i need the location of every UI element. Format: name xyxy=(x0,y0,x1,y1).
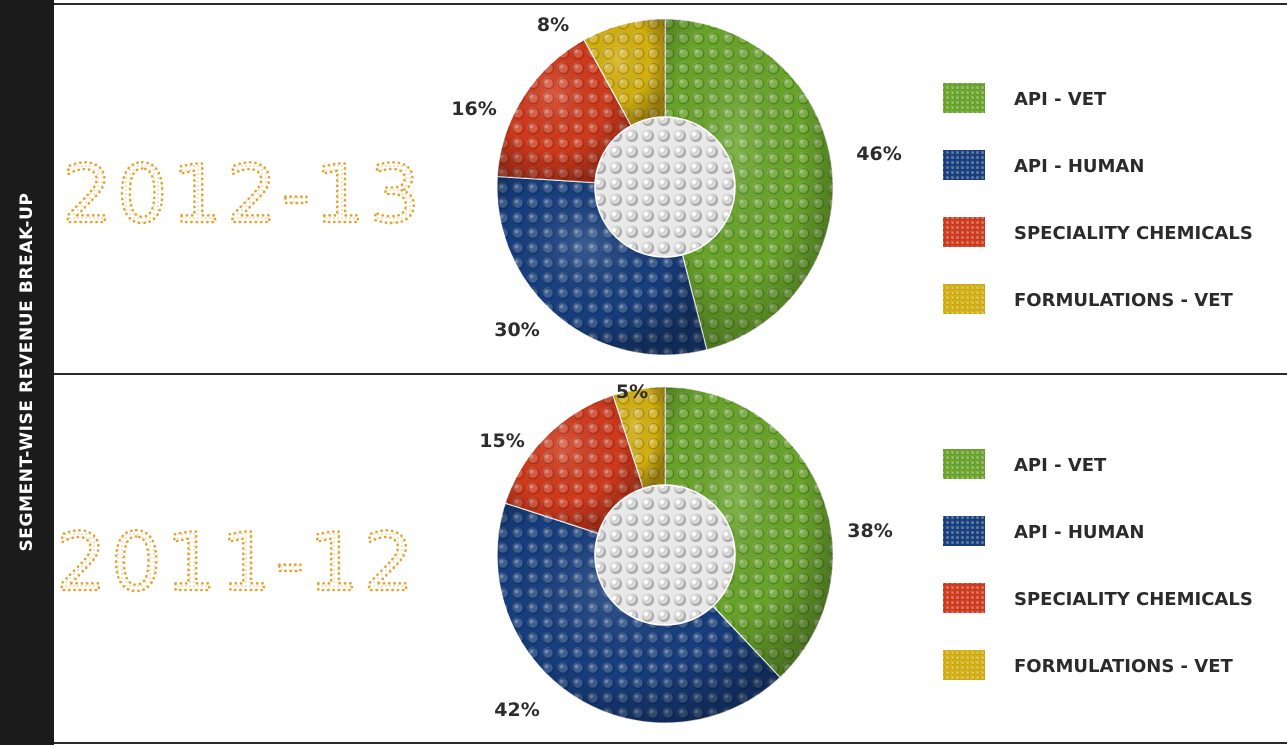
legend-label: API - VET xyxy=(1014,455,1107,476)
slice-api-vet xyxy=(664,386,834,679)
legend-item-formulations-vet: FORMULATIONS - VET xyxy=(943,650,1234,680)
legend-label: SPECIALITY CHEMICALS xyxy=(1014,223,1253,244)
chart-year-title: 2011-12 xyxy=(56,516,418,609)
legend: API - VET API - HUMAN SPECIALITY CHEMICALS… xyxy=(943,83,1253,314)
bottom-divider xyxy=(54,742,1287,744)
legend-item-api-human: API - HUMAN xyxy=(943,150,1144,180)
donut-center xyxy=(594,116,736,258)
legend-label: FORMULATIONS - VET xyxy=(1014,656,1234,677)
slice-api-human xyxy=(496,175,708,356)
legend-label: SPECIALITY CHEMICALS xyxy=(1014,589,1253,610)
slice-formulations-vet xyxy=(612,386,666,490)
legend-item-api-vet: API - VET xyxy=(943,449,1107,479)
donut-center xyxy=(594,484,736,626)
percent-label-api-vet: 46% xyxy=(856,143,901,165)
legend-item-formulations-vet: FORMULATIONS - VET xyxy=(943,284,1234,314)
legend-label: API - HUMAN xyxy=(1014,156,1144,177)
percent-label-speciality-chemicals: 15% xyxy=(479,430,524,452)
legend-item-api-vet: API - VET xyxy=(943,83,1107,113)
donut-chart-2012-13: 2012-13 46% 30% 16% 8% API - VET API - HUMAN SP… xyxy=(61,14,1253,356)
slice-api-human xyxy=(496,502,781,724)
slice-api-vet xyxy=(664,18,834,351)
percent-label-formulations-vet: 5% xyxy=(616,381,648,403)
legend-item-api-human: API - HUMAN xyxy=(943,516,1144,546)
slice-speciality-chemicals xyxy=(496,38,633,184)
percent-label-api-vet: 38% xyxy=(847,520,892,542)
slice-formulations-vet xyxy=(583,18,666,127)
legend-label: API - VET xyxy=(1014,89,1107,110)
chart-year-title: 2012-13 xyxy=(62,148,424,241)
legend: API - VET API - HUMAN SPECIALITY CHEMICALS… xyxy=(943,449,1253,680)
top-divider xyxy=(54,3,1287,5)
legend-label: API - HUMAN xyxy=(1014,522,1144,543)
percent-label-formulations-vet: 8% xyxy=(537,14,569,36)
donut-chart-2011-12: 2011-12 38% 42% 15% 5% API - VET API - HUMAN SP… xyxy=(55,381,1253,724)
middle-divider xyxy=(54,373,1287,375)
percent-label-api-human: 42% xyxy=(494,699,539,721)
legend-label: FORMULATIONS - VET xyxy=(1014,290,1234,311)
legend-item-speciality-chemicals: SPECIALITY CHEMICALS xyxy=(943,217,1253,247)
percent-label-speciality-chemicals: 16% xyxy=(451,98,496,120)
slice-speciality-chemicals xyxy=(504,394,645,535)
legend-item-speciality-chemicals: SPECIALITY CHEMICALS xyxy=(943,583,1253,613)
sidebar: SEGMENT-WISE REVENUE BREAK-UP xyxy=(0,0,54,745)
percent-label-api-human: 30% xyxy=(494,319,539,341)
